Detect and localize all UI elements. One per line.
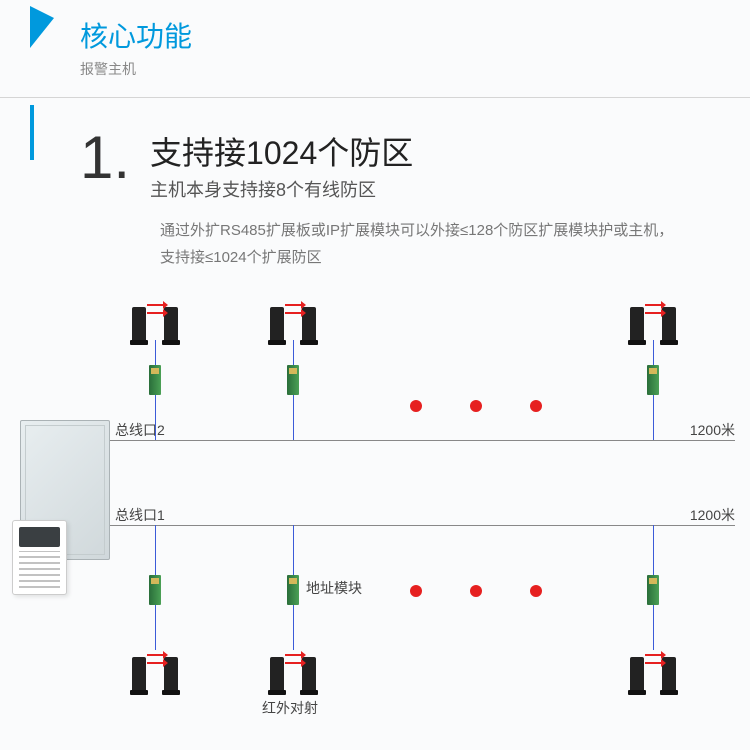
bus2-distance: 1200米 xyxy=(690,420,735,440)
keypad-device-icon xyxy=(12,520,67,595)
ir-beam-icon xyxy=(147,312,163,314)
wire xyxy=(653,395,654,440)
desc-line-1: 通过外扩RS485扩展板或IP扩展模块可以外接≤128个防区扩展模块护或主机， xyxy=(160,222,673,239)
ir-sensor-pair xyxy=(268,300,318,342)
address-module-icon xyxy=(287,575,299,605)
ellipsis-dot xyxy=(470,585,482,597)
feature-description: 通过外扩RS485扩展板或IP扩展模块可以外接≤128个防区扩展模块护或主机， … xyxy=(0,202,750,271)
bus-line-2 xyxy=(110,440,735,441)
ir-beam-icon xyxy=(285,654,301,656)
ir-sensor-icon xyxy=(630,657,644,692)
ir-sensor-pair xyxy=(628,300,678,342)
ir-beam-icon xyxy=(285,304,301,306)
address-module-icon xyxy=(647,575,659,605)
ir-beam-icon xyxy=(147,654,163,656)
desc-line-2: 支持接≤1024个扩展防区 xyxy=(160,249,322,266)
ellipsis-dot xyxy=(410,400,422,412)
ir-sensor-pair xyxy=(130,650,180,692)
wire xyxy=(293,605,294,650)
ir-beam-icon xyxy=(645,312,661,314)
page-header: 核心功能 报警主机 xyxy=(0,0,750,89)
ellipsis-dot xyxy=(530,400,542,412)
ellipsis-dot xyxy=(470,400,482,412)
wire xyxy=(293,395,294,440)
ir-beam-icon xyxy=(285,662,301,664)
ir-sensor-icon xyxy=(132,307,146,342)
bus2-label: 总线口2 xyxy=(115,420,165,440)
left-accent-bar xyxy=(30,105,34,160)
feature-subheading: 主机本身支持接8个有线防区 xyxy=(150,176,413,202)
ir-beam-icon xyxy=(285,312,301,314)
wire xyxy=(653,525,654,575)
ir-sensor-pair xyxy=(628,650,678,692)
sensor-annotation: 红外对射 xyxy=(262,698,318,718)
bus1-distance: 1200米 xyxy=(690,505,735,525)
wire xyxy=(155,340,156,365)
feature-section: 1. 支持接1024个防区 主机本身支持接8个有线防区 xyxy=(0,98,750,202)
page-title: 核心功能 xyxy=(80,15,750,55)
feature-heading: 支持接1024个防区 xyxy=(150,128,413,174)
ir-sensor-icon xyxy=(270,657,284,692)
ir-sensor-icon xyxy=(630,307,644,342)
ir-beam-icon xyxy=(645,662,661,664)
wire xyxy=(155,525,156,575)
ir-beam-icon xyxy=(147,662,163,664)
address-module-icon xyxy=(149,365,161,395)
feature-text-block: 支持接1024个防区 主机本身支持接8个有线防区 xyxy=(150,128,413,202)
ir-sensor-icon xyxy=(270,307,284,342)
bus-line-1 xyxy=(110,525,735,526)
ir-sensor-pair xyxy=(268,650,318,692)
feature-number: 1. xyxy=(80,128,130,188)
page-subtitle: 报警主机 xyxy=(80,59,750,79)
bus1-label: 总线口1 xyxy=(115,505,165,525)
ellipsis-dot xyxy=(410,585,422,597)
wire xyxy=(155,395,156,440)
ir-beam-icon xyxy=(645,304,661,306)
topology-diagram: 总线口2 1200米 总线口1 1200米 xyxy=(0,300,750,740)
header-triangle-icon xyxy=(30,6,54,48)
address-module-icon xyxy=(149,575,161,605)
wire xyxy=(155,605,156,650)
ir-sensor-icon xyxy=(132,657,146,692)
ir-sensor-pair xyxy=(130,300,180,342)
wire xyxy=(653,605,654,650)
wire xyxy=(653,340,654,365)
ir-beam-icon xyxy=(645,654,661,656)
ellipsis-dot xyxy=(530,585,542,597)
wire xyxy=(293,340,294,365)
address-module-icon xyxy=(647,365,659,395)
module-annotation: 地址模块 xyxy=(306,578,362,598)
ir-beam-icon xyxy=(147,304,163,306)
address-module-icon xyxy=(287,365,299,395)
wire xyxy=(293,525,294,575)
